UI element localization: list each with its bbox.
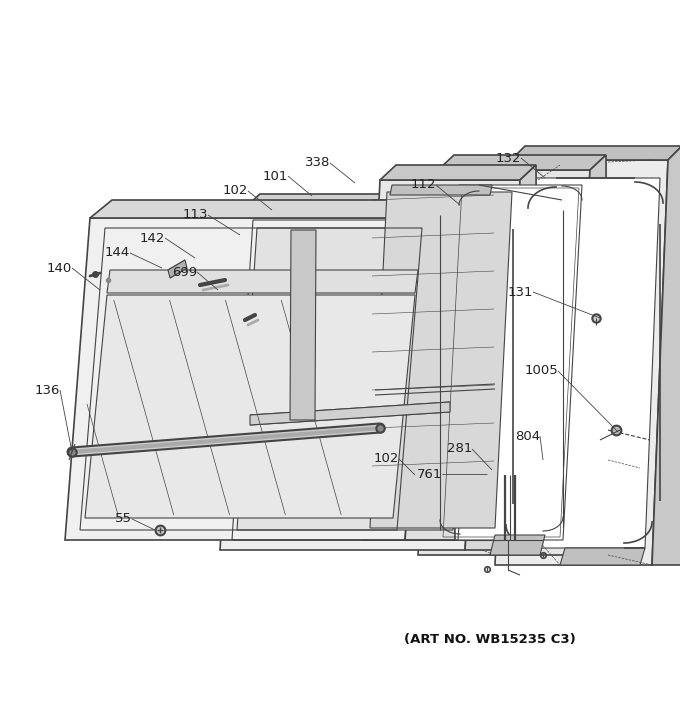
Text: 112: 112: [411, 179, 436, 192]
Polygon shape: [405, 200, 455, 540]
Text: 102: 102: [222, 185, 248, 198]
Polygon shape: [220, 210, 487, 550]
Text: 131: 131: [507, 285, 533, 298]
Polygon shape: [418, 170, 590, 555]
Text: 136: 136: [35, 384, 60, 397]
Text: 142: 142: [139, 232, 165, 245]
Text: 699: 699: [172, 266, 197, 279]
Text: (ART NO. WB15235 C3): (ART NO. WB15235 C3): [404, 634, 576, 647]
Polygon shape: [242, 194, 505, 210]
Polygon shape: [465, 194, 507, 550]
Text: 113: 113: [182, 209, 208, 222]
Text: 761: 761: [417, 468, 442, 481]
Polygon shape: [290, 230, 316, 420]
Polygon shape: [440, 185, 582, 540]
Polygon shape: [90, 200, 452, 218]
Polygon shape: [438, 155, 606, 170]
Polygon shape: [560, 548, 645, 565]
Text: 101: 101: [262, 169, 288, 182]
Polygon shape: [490, 535, 545, 555]
Polygon shape: [390, 185, 492, 195]
Polygon shape: [495, 160, 668, 565]
Polygon shape: [362, 180, 520, 540]
Text: 338: 338: [305, 156, 330, 169]
Text: 144: 144: [105, 246, 130, 259]
Text: 1005: 1005: [524, 364, 558, 377]
Polygon shape: [250, 402, 450, 425]
Polygon shape: [107, 270, 418, 293]
Polygon shape: [380, 165, 536, 180]
Polygon shape: [511, 146, 680, 160]
Text: 281: 281: [447, 442, 472, 455]
Polygon shape: [237, 228, 473, 530]
Polygon shape: [570, 155, 608, 555]
Text: 55: 55: [115, 513, 132, 526]
Text: 140: 140: [47, 261, 72, 274]
Polygon shape: [65, 218, 430, 540]
Polygon shape: [502, 165, 538, 540]
Polygon shape: [168, 260, 187, 278]
Text: 102: 102: [373, 452, 399, 466]
Polygon shape: [85, 295, 415, 518]
Polygon shape: [370, 192, 512, 528]
Text: 132: 132: [496, 151, 521, 164]
Text: 804: 804: [515, 429, 540, 442]
Polygon shape: [652, 146, 680, 565]
Polygon shape: [513, 178, 660, 548]
